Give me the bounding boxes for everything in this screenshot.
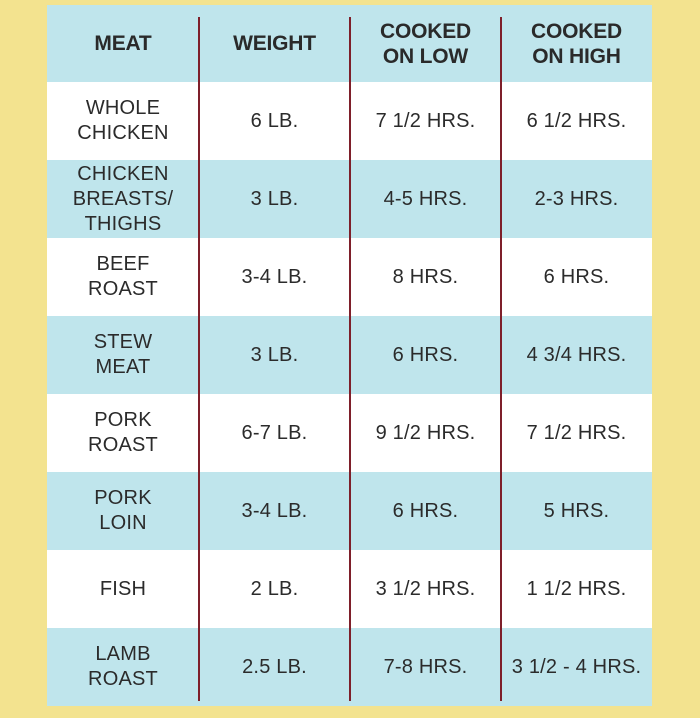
table-cell-text: CHICKEN BREASTS/THIGHS: [72, 162, 174, 235]
table-cell-text: 3 1/2 - 4 HRS.: [511, 655, 642, 678]
column-divider: [500, 17, 502, 701]
cooking-times-table: MEAT WEIGHT COOKED ON LOW COOKED ON HIGH…: [47, 5, 652, 706]
table-cell-low: 7-8 HRS.: [350, 628, 501, 706]
table-cell-text: 7-8 HRS.: [383, 655, 468, 678]
table-cell-text: FISH: [99, 577, 147, 600]
table-cell-text: 3-4 LB.: [241, 499, 308, 522]
table-cell-text: 3-4 LB.: [241, 265, 308, 288]
table-cell-low: 8 HRS.: [350, 238, 501, 316]
table-cell-text: 6 LB.: [250, 109, 299, 132]
table-cell-weight: 3-4 LB.: [199, 472, 350, 550]
table-cell-text: 8 HRS.: [392, 265, 459, 288]
table-cell-meat: FISH: [47, 550, 199, 628]
table-cell-text: 2.5 LB.: [242, 655, 307, 678]
column-divider: [198, 17, 200, 701]
table-cell-text: 3 1/2 HRS.: [375, 577, 476, 600]
table-cell-weight: 2 LB.: [199, 550, 350, 628]
table-cell-text: 5 HRS.: [543, 499, 610, 522]
table-cell-text: 4-5 HRS.: [383, 187, 468, 210]
table-cell-text: STEW MEAT: [93, 331, 153, 378]
table-cell-weight: 3-4 LB.: [199, 238, 350, 316]
table-cell-high: 3 1/2 - 4 HRS.: [501, 628, 652, 706]
table-cell-text: LAMB ROAST: [88, 643, 158, 690]
table-cell-low: 6 HRS.: [350, 472, 501, 550]
table-cell-high: 1 1/2 HRS.: [501, 550, 652, 628]
header-cooked-on-high: COOKED ON HIGH: [501, 5, 652, 82]
table-cell-text: 1 1/2 HRS.: [526, 577, 627, 600]
table-cell-text: 6 HRS.: [392, 343, 459, 366]
table-cell-text: 3 LB.: [250, 343, 299, 366]
column-divider: [349, 17, 351, 701]
table-cell-text: PORK LOIN: [94, 487, 152, 534]
header-cooked-on-low-label: COOKED ON LOW: [380, 19, 471, 68]
table-cell-text: 6 HRS.: [543, 265, 610, 288]
header-cooked-on-high-label: COOKED ON HIGH: [531, 19, 622, 68]
table-cell-low: 7 1/2 HRS.: [350, 82, 501, 160]
table-cell-text: 2 LB.: [250, 577, 299, 600]
table-cell-low: 6 HRS.: [350, 316, 501, 394]
table-cell-high: 6 1/2 HRS.: [501, 82, 652, 160]
header-meat: MEAT: [47, 5, 199, 82]
table-cell-meat: BEEF ROAST: [47, 238, 199, 316]
table-cell-text: 7 1/2 HRS.: [526, 421, 627, 444]
table-cell-text: 4 3/4 HRS.: [526, 343, 627, 366]
table-cell-high: 5 HRS.: [501, 472, 652, 550]
table-cell-text: BEEF ROAST: [88, 253, 158, 300]
table-cell-weight: 3 LB.: [199, 316, 350, 394]
table-cell-high: 4 3/4 HRS.: [501, 316, 652, 394]
header-weight: WEIGHT: [199, 5, 350, 82]
table-cell-meat: LAMB ROAST: [47, 628, 199, 706]
table-cell-high: 6 HRS.: [501, 238, 652, 316]
table-cell-text: 9 1/2 HRS.: [375, 421, 476, 444]
table-cell-meat: CHICKEN BREASTS/THIGHS: [47, 160, 199, 238]
header-cooked-on-low: COOKED ON LOW: [350, 5, 501, 82]
table-cell-low: 4-5 HRS.: [350, 160, 501, 238]
table-cell-meat: PORK ROAST: [47, 394, 199, 472]
table-cell-text: 6 HRS.: [392, 499, 459, 522]
table-cell-meat: WHOLE CHICKEN: [47, 82, 199, 160]
table-cell-text: WHOLE CHICKEN: [77, 97, 169, 144]
table-cell-weight: 3 LB.: [199, 160, 350, 238]
table-cell-text: 2-3 HRS.: [534, 187, 619, 210]
table-cell-high: 2-3 HRS.: [501, 160, 652, 238]
table-cell-text: 6-7 LB.: [241, 421, 308, 444]
table-cell-weight: 6-7 LB.: [199, 394, 350, 472]
table-cell-high: 7 1/2 HRS.: [501, 394, 652, 472]
table-cell-text: 7 1/2 HRS.: [375, 109, 476, 132]
header-meat-label: MEAT: [94, 32, 152, 55]
table-cell-weight: 6 LB.: [199, 82, 350, 160]
table-cell-text: 6 1/2 HRS.: [526, 109, 627, 132]
table-cell-low: 9 1/2 HRS.: [350, 394, 501, 472]
header-weight-label: WEIGHT: [233, 32, 316, 55]
table-cell-text: 3 LB.: [250, 187, 299, 210]
table-cell-meat: PORK LOIN: [47, 472, 199, 550]
table-cell-low: 3 1/2 HRS.: [350, 550, 501, 628]
table-cell-meat: STEW MEAT: [47, 316, 199, 394]
table-cell-text: PORK ROAST: [88, 409, 158, 456]
table-cell-weight: 2.5 LB.: [199, 628, 350, 706]
